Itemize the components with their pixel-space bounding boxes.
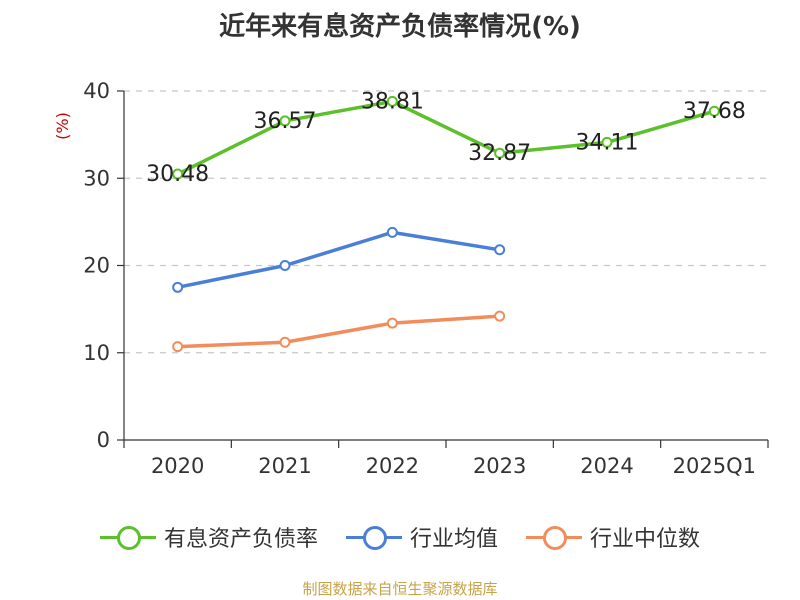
data-point — [279, 115, 291, 127]
data-point — [386, 226, 398, 238]
y-tick-label: 40 — [83, 79, 110, 103]
data-label: 34.11 — [576, 130, 639, 155]
series-line — [177, 230, 500, 290]
series-lines — [172, 95, 720, 353]
data-point — [279, 260, 291, 271]
legend-swatch — [345, 525, 402, 550]
legend-item[interactable]: 行业中位数 — [526, 521, 700, 553]
chart-title: 近年来有息资产负债率情况(%) — [219, 12, 581, 42]
x-tick-label: 2022 — [366, 454, 419, 478]
legend-item[interactable]: 行业均值 — [345, 521, 498, 553]
data-point — [172, 168, 184, 180]
data-label: 38.81 — [361, 89, 424, 114]
data-label: 30.48 — [146, 162, 209, 187]
data-labels: 30.48 36.57 38.81 32.87 34.11 37.68 — [146, 89, 746, 187]
legend-label: 行业中位数 — [590, 527, 701, 552]
axes: 0 10 20 30 40 2020 2021 2022 2023 2024 2025Q1 — [83, 79, 769, 478]
x-tick-label: 2021 — [258, 454, 311, 478]
source-note: 制图数据来自恒生聚源数据库 — [302, 580, 498, 598]
data-point — [386, 317, 398, 329]
data-point — [386, 95, 398, 107]
data-label: 37.68 — [683, 99, 746, 124]
legend-swatch — [526, 525, 582, 550]
y-tick-label: 0 — [97, 428, 110, 452]
data-point — [601, 136, 613, 148]
data-point — [708, 105, 720, 117]
x-tick-label: 2025Q1 — [673, 454, 756, 478]
data-point — [494, 310, 506, 322]
data-label: 32.87 — [468, 141, 531, 166]
x-tick-label: 2020 — [151, 454, 204, 478]
data-point — [494, 244, 506, 256]
legend-label: 行业均值 — [409, 527, 498, 552]
data-point — [494, 147, 506, 159]
series-line — [177, 314, 500, 349]
data-label: 36.57 — [254, 109, 317, 134]
y-tick-label: 30 — [83, 166, 110, 190]
x-tick-label: 2023 — [473, 454, 526, 478]
data-point — [279, 336, 291, 348]
y-axis-label: (%) — [53, 112, 72, 140]
data-point — [172, 341, 184, 353]
grid-lines — [124, 90, 768, 354]
legend-item[interactable]: 有息资产负债率 — [99, 521, 318, 553]
data-point — [172, 281, 184, 293]
series-line — [176, 99, 715, 176]
legend: 有息资产负债率 行业均值 行业中位数 — [0, 520, 800, 554]
y-tick-label: 20 — [83, 254, 110, 278]
y-tick-label: 10 — [83, 341, 110, 365]
x-tick-label: 2024 — [580, 454, 633, 478]
legend-swatch — [99, 525, 156, 550]
legend-label: 有息资产负债率 — [163, 527, 318, 552]
